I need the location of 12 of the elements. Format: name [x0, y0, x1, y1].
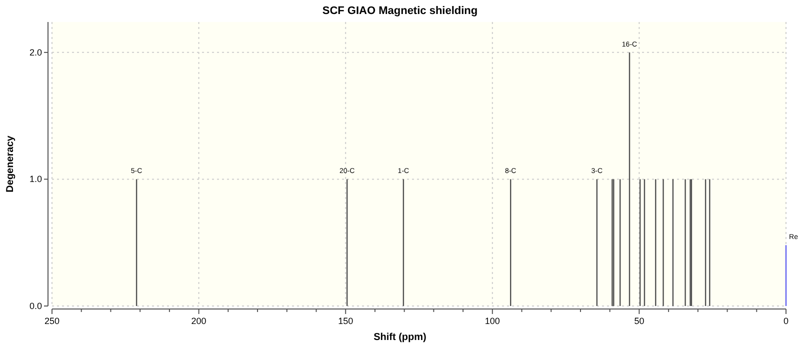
y-axis-title: Degeneracy — [5, 135, 16, 192]
x-tick-label: 150 — [338, 316, 354, 326]
x-tick-label: 0 — [783, 316, 789, 326]
y-tick-label: 2.0 — [29, 47, 42, 58]
x-tick-label: 100 — [484, 316, 500, 326]
x-tick-label: 50 — [634, 316, 644, 326]
y-tick-label: 0.0 — [29, 301, 42, 311]
x-axis-title: Shift (ppm) — [374, 332, 426, 343]
x-tick-label: 250 — [44, 316, 60, 326]
chart-title: SCF GIAO Magnetic shielding — [322, 5, 478, 17]
y-tick-label: 1.0 — [29, 174, 42, 184]
x-tick-label: 200 — [191, 316, 206, 326]
